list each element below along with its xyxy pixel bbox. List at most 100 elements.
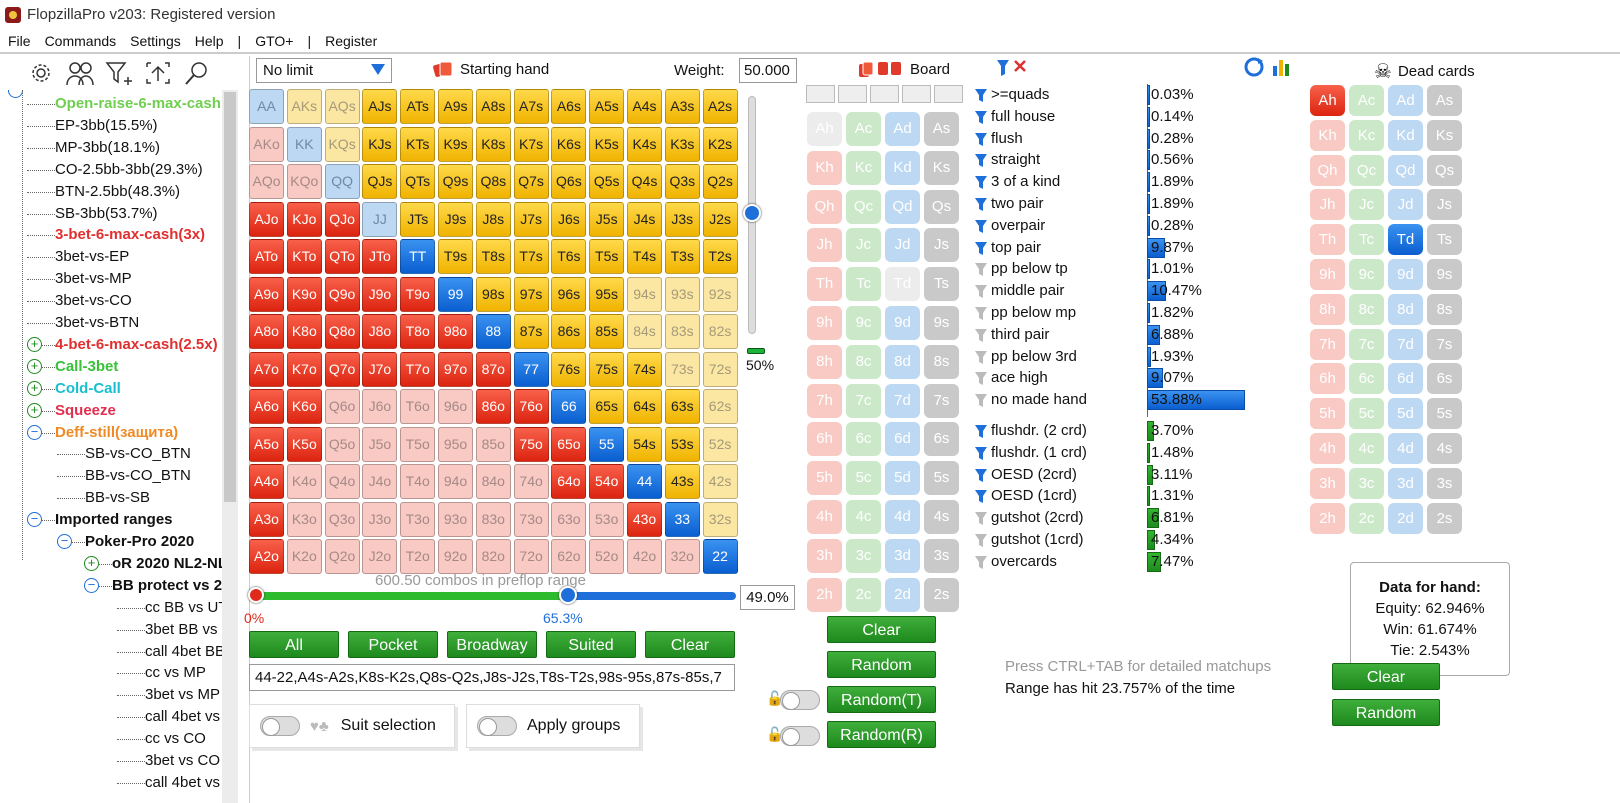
dead-card[interactable]: 2d xyxy=(1388,502,1423,534)
hand-cell[interactable]: JTs xyxy=(400,201,436,237)
tree-item[interactable]: 4-bet-6-max-cash(2.5x) xyxy=(55,335,218,353)
tree-scrollbar[interactable] xyxy=(222,90,238,803)
hand-cell[interactable]: 65s xyxy=(589,389,625,424)
expand-icon[interactable]: + xyxy=(84,555,99,571)
board-card[interactable]: Th xyxy=(807,267,842,302)
pocket-button[interactable]: Pocket xyxy=(348,631,438,658)
dead-card[interactable]: Td xyxy=(1388,224,1423,256)
hand-cell[interactable]: 63o xyxy=(551,501,587,537)
hand-cell[interactable]: 93o xyxy=(438,501,473,537)
board-card[interactable]: Ah xyxy=(807,112,842,146)
board-card[interactable]: 4s xyxy=(924,500,959,534)
board-card[interactable]: 8d xyxy=(885,344,920,379)
hand-cell[interactable]: 76s xyxy=(551,351,587,387)
board-slot-flop3[interactable] xyxy=(870,85,899,103)
board-card[interactable]: 3s xyxy=(924,538,959,573)
filter-funnel-icon[interactable] xyxy=(975,219,987,233)
hand-cell[interactable]: QJs xyxy=(362,164,398,199)
filter-funnel-icon[interactable] xyxy=(975,241,987,255)
hand-cell[interactable]: 54o xyxy=(589,464,625,499)
hand-cell[interactable]: KJo xyxy=(286,201,322,237)
tree-item[interactable]: 3bet vs MP xyxy=(145,686,221,704)
hand-cell[interactable]: 52s xyxy=(702,426,738,462)
range-percent-input[interactable]: 49.0% xyxy=(740,585,795,610)
dead-card[interactable]: Qh xyxy=(1310,154,1345,186)
hand-cell[interactable]: 64o xyxy=(551,464,587,499)
stat-row[interactable]: overcards xyxy=(975,551,1057,573)
dead-card[interactable]: 5c xyxy=(1349,398,1384,430)
hand-cell[interactable]: 87o xyxy=(475,351,511,387)
hand-cell[interactable]: A5s xyxy=(589,89,625,124)
gear-icon[interactable] xyxy=(26,59,56,87)
tree-item[interactable]: oR 2020 NL2-NL1 xyxy=(112,554,236,572)
hand-cell[interactable]: J6s xyxy=(551,201,587,237)
hand-cell[interactable]: K5s xyxy=(589,126,625,162)
tree-item[interactable]: cc BB vs UTG xyxy=(145,598,238,616)
filter-funnel-icon[interactable] xyxy=(975,511,987,526)
hand-cell[interactable]: 98s xyxy=(475,276,511,312)
board-slot-turn[interactable] xyxy=(902,85,931,103)
refresh-icon[interactable] xyxy=(1243,56,1265,78)
hand-cell[interactable]: JJ xyxy=(362,201,398,237)
dead-card[interactable]: Qd xyxy=(1388,154,1423,186)
hand-cell[interactable]: 85s xyxy=(589,314,625,349)
hand-cell[interactable]: 62s xyxy=(702,389,738,424)
hand-cell[interactable]: AJs xyxy=(362,89,398,124)
expand-icon[interactable]: + xyxy=(27,336,42,352)
board-slot-flop1[interactable] xyxy=(806,85,835,103)
board-card[interactable]: Ts xyxy=(924,267,959,302)
tree-item[interactable]: 3bet-vs-EP xyxy=(55,248,130,266)
hand-cell[interactable]: J7s xyxy=(513,201,549,237)
hand-cell[interactable]: T2s xyxy=(702,239,738,274)
dead-card[interactable]: 8s xyxy=(1427,293,1462,325)
hand-cell[interactable]: QQ xyxy=(324,164,360,199)
board-card[interactable]: Tc xyxy=(846,267,881,302)
board-card[interactable]: 3d xyxy=(885,538,920,573)
stat-row[interactable]: pp below 3rd xyxy=(975,346,1077,368)
board-card[interactable]: Jh xyxy=(807,228,842,263)
dead-card[interactable]: 9h xyxy=(1310,259,1345,290)
limit-select[interactable]: No limit xyxy=(256,58,392,83)
board-card[interactable]: 8c xyxy=(846,344,881,379)
filter-funnel-icon[interactable] xyxy=(975,424,987,439)
hand-cell[interactable]: 88 xyxy=(475,314,511,349)
hand-cell[interactable]: QJo xyxy=(324,201,360,237)
tree-item[interactable]: Open-raise-6-max-cash xyxy=(55,95,221,112)
hand-cell[interactable]: J4s xyxy=(627,201,662,237)
filter-funnel-icon[interactable] xyxy=(975,533,987,548)
board-card[interactable]: 5s xyxy=(924,461,959,496)
hand-cell[interactable]: Q4s xyxy=(627,164,662,199)
collapse-icon[interactable]: − xyxy=(27,424,42,440)
board-card[interactable]: Kh xyxy=(807,150,842,185)
hand-cell[interactable]: K3s xyxy=(664,126,700,162)
dead-card[interactable]: 6c xyxy=(1349,363,1384,395)
hand-cell[interactable]: KTs xyxy=(400,126,436,162)
filter-funnel-icon[interactable] xyxy=(975,446,987,460)
menu-help[interactable]: Help xyxy=(194,32,224,49)
hand-cell[interactable]: T5o xyxy=(400,426,436,462)
hand-cell[interactable]: AQo xyxy=(249,164,284,199)
collapse-icon[interactable]: − xyxy=(84,577,99,593)
board-card[interactable]: 4d xyxy=(885,500,920,534)
tree-item[interactable]: 3bet BB vs U xyxy=(145,620,233,638)
dead-card[interactable]: 8c xyxy=(1349,293,1384,325)
hand-cell[interactable]: 52o xyxy=(589,539,625,574)
board-card[interactable]: Td xyxy=(885,267,920,302)
board-card[interactable]: Qd xyxy=(885,189,920,224)
hand-cell[interactable]: 97o xyxy=(438,351,473,387)
hand-cell[interactable]: KK xyxy=(286,126,322,162)
filter-funnel-icon[interactable] xyxy=(975,153,987,168)
stat-row[interactable]: straight xyxy=(975,149,1040,171)
hand-cell[interactable]: 94o xyxy=(438,464,473,499)
dead-card[interactable]: Ts xyxy=(1427,224,1462,256)
stat-row[interactable]: pp below mp xyxy=(975,302,1076,324)
hand-cell[interactable]: 72s xyxy=(702,351,738,387)
dead-card[interactable]: Th xyxy=(1310,224,1345,256)
menu-commands[interactable]: Commands xyxy=(44,32,117,49)
filter-funnel-icon[interactable] xyxy=(975,489,987,504)
board-card[interactable]: 5d xyxy=(885,461,920,496)
hand-cell[interactable]: 53o xyxy=(589,501,625,537)
clear-range-button[interactable]: Clear xyxy=(645,631,735,658)
dead-card[interactable]: As xyxy=(1427,85,1462,116)
board-card[interactable]: 9h xyxy=(807,306,842,340)
